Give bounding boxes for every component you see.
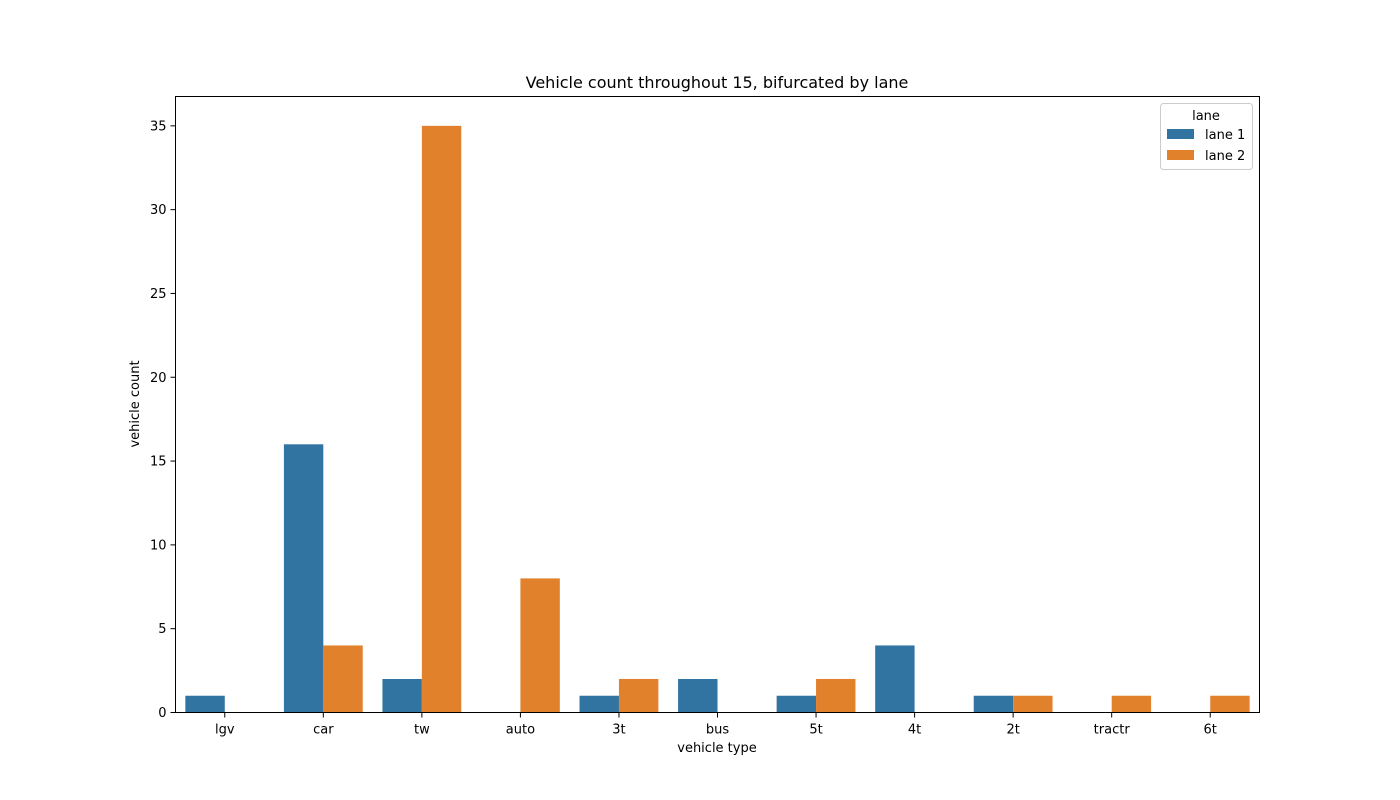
y-tick-label: 20 <box>150 371 167 386</box>
x-tick-label: 6t <box>1204 723 1217 738</box>
bar-5t-lane-2 <box>816 678 856 713</box>
y-tick-label: 10 <box>150 538 167 553</box>
x-tick-label: 2t <box>1006 723 1019 738</box>
x-tick-label: bus <box>706 723 729 738</box>
x-tick-label: 4t <box>908 723 921 738</box>
x-tick-label: car <box>313 723 334 738</box>
x-tick-label: lgv <box>215 723 235 738</box>
x-axis: lgv car tw auto 3t bus 5t 4t 2t tractr 6t <box>215 712 1217 738</box>
y-tick-label: 30 <box>150 203 167 218</box>
y-tick-label: 5 <box>158 622 166 637</box>
bar-tractr-lane-2 <box>1111 695 1152 713</box>
legend-label-lane-2: lane 2 <box>1205 149 1245 164</box>
y-axis-label: vehicle count <box>128 360 143 447</box>
legend-title: lane <box>1192 109 1220 124</box>
legend-label-lane-1: lane 1 <box>1205 128 1245 143</box>
bar-car-lane-1 <box>283 444 324 713</box>
bar-lgv-lane-1 <box>185 695 225 713</box>
x-tick-label: auto <box>506 723 535 738</box>
bar-2t-lane-2 <box>1013 695 1053 713</box>
y-tick-label: 25 <box>150 287 167 302</box>
bar-3t-lane-1 <box>579 695 619 713</box>
legend: lane lane 1 lane 2 <box>1160 103 1253 170</box>
bar-2t-lane-1 <box>973 695 1014 713</box>
bar-bus-lane-1 <box>678 678 718 713</box>
y-tick-label: 35 <box>150 119 167 134</box>
y-tick-label: 0 <box>158 706 166 721</box>
y-axis: 0 5 10 15 20 25 30 35 <box>150 119 176 721</box>
bar-6t-lane-2 <box>1210 695 1250 713</box>
bar-3t-lane-2 <box>618 678 659 713</box>
bars-group <box>185 125 1250 713</box>
bar-car-lane-2 <box>323 645 363 713</box>
legend-swatch-lane-2 <box>1167 150 1194 160</box>
x-tick-label: 5t <box>809 723 822 738</box>
legend-swatch-lane-1 <box>1167 129 1194 139</box>
bar-4t-lane-1 <box>875 645 915 713</box>
plot-frame <box>175 96 1260 713</box>
x-tick-label: tw <box>414 723 430 738</box>
chart-title: Vehicle count throughout 15, bifurcated … <box>526 73 909 92</box>
y-tick-label: 15 <box>150 455 167 470</box>
x-tick-label: 3t <box>612 723 625 738</box>
x-tick-label: tractr <box>1094 723 1131 738</box>
bar-5t-lane-1 <box>776 695 817 713</box>
bar-tw-lane-2 <box>421 125 462 713</box>
bar-tw-lane-1 <box>382 678 422 713</box>
x-axis-label: vehicle type <box>677 741 756 756</box>
bar-auto-lane-2 <box>520 578 560 713</box>
